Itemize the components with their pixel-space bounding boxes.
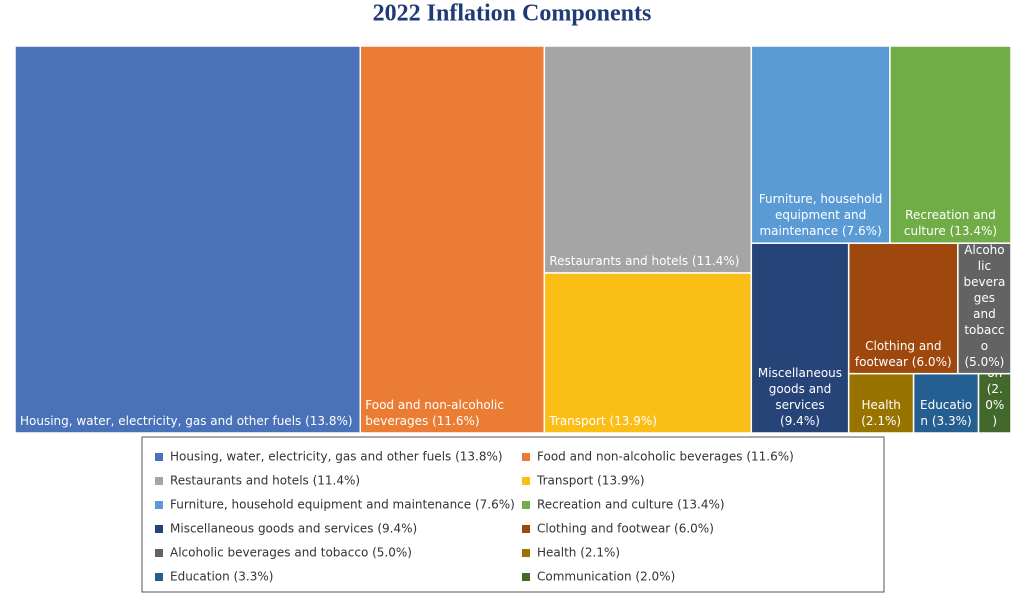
cell-label-box: Restaurants and hotels (11.4%) [549,253,740,268]
cell-label-box: Miscellaneous goods and services (9.4%) [757,365,843,428]
cell-label-box: Food and non-alcoholic beverages (11.6%) [365,398,504,428]
legend-label: Recreation and culture (13.4%) [537,498,725,512]
legend-label: Housing, water, electricity, gas and oth… [170,450,503,464]
legend-label: Transport (13.9%) [536,474,645,488]
treemap-cell [543,272,753,434]
cell-label-box: Communication (2.0%) [985,374,1005,428]
cell-label: Furniture, household equipment and maint… [758,192,883,239]
cell-label-box: Recreation and culture (13.4%) [903,208,998,239]
legend-swatch [155,453,163,461]
treemap-cell [912,372,980,434]
legend-label: Miscellaneous goods and services (9.4%) [170,522,417,536]
cell-label-box: Furniture, household equipment and maint… [758,192,883,239]
legend-label: Furniture, household equipment and maint… [170,498,515,512]
cell-label: Clothing and footwear (6.0%) [854,338,952,369]
treemap-cell [977,372,1012,434]
legend-label: Health (2.1%) [537,546,620,560]
cell-label: Communication (2.0%) [985,374,1005,428]
cell-label-box: Education (3.3%) [920,397,973,428]
legend-swatch [155,501,163,509]
legend-swatch [155,549,163,557]
legend-swatch [522,525,530,533]
legend-swatch [522,453,530,461]
treemap-cell [847,242,959,375]
cell-label-box: Alcoholic beverages and tobacco (5.0%) [963,243,1006,369]
cell-label-box: Transport (13.9%) [549,413,657,428]
cell-label-box: Health (2.1%) [861,397,902,428]
cell-label: Transport (13.9%) [549,413,657,428]
legend-label: Clothing and footwear (6.0%) [537,522,714,536]
treemap-cell [359,45,546,434]
cell-label: Food and non-alcoholic beverages (11.6%) [365,398,504,428]
cell-label-box: Housing, water, electricity, gas and oth… [20,414,353,428]
treemap-cell [543,45,753,274]
legend-swatch [522,477,530,485]
treemap-cell [14,45,362,434]
legend-swatch [522,501,530,509]
legend-label: Education (3.3%) [170,570,273,584]
treemap-cell [889,45,1012,244]
legend-label: Restaurants and hotels (11.4%) [170,474,360,488]
chart-title: 2022 Inflation Components [373,1,652,27]
cell-label: Housing, water, electricity, gas and oth… [20,414,353,428]
treemap-cell [957,242,1012,375]
legend-swatch [155,477,163,485]
legend-swatch [522,573,530,581]
treemap-cell [750,242,850,434]
treemap-cell [847,372,915,434]
legend-box [141,436,885,593]
legend-label: Alcoholic beverages and tobacco (5.0%) [170,546,412,560]
cell-label: Alcoholic beverages and tobacco (5.0%) [963,243,1006,369]
legend-label: Communication (2.0%) [537,570,675,584]
cell-label: Miscellaneous goods and services (9.4%) [757,365,843,428]
legend-swatch [155,525,163,533]
cell-label: Restaurants and hotels (11.4%) [549,253,740,268]
cell-label: Health (2.1%) [861,397,902,428]
cell-label-box: Clothing and footwear (6.0%) [854,338,952,369]
cell-label: Education (3.3%) [920,397,973,428]
legend-label: Food and non-alcoholic beverages (11.6%) [537,450,794,464]
legend-swatch [522,549,530,557]
legend-swatch [155,573,163,581]
cell-label: Recreation and culture (13.4%) [903,208,998,239]
